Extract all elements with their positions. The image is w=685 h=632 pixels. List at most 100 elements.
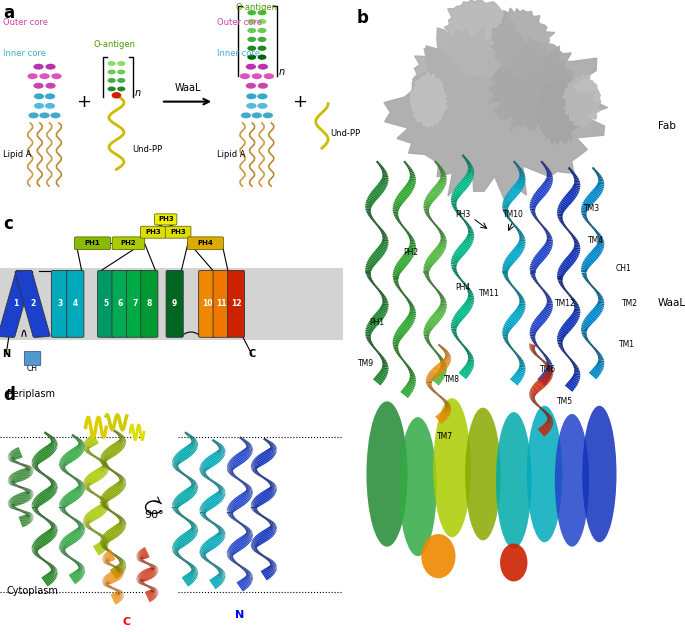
Ellipse shape: [246, 103, 256, 109]
Ellipse shape: [247, 19, 256, 24]
FancyBboxPatch shape: [165, 226, 191, 238]
Ellipse shape: [258, 37, 266, 42]
Text: 90°: 90°: [145, 509, 164, 520]
Ellipse shape: [366, 401, 408, 547]
Text: TM7: TM7: [437, 432, 453, 441]
Ellipse shape: [527, 406, 562, 542]
Ellipse shape: [246, 83, 256, 88]
FancyBboxPatch shape: [97, 270, 114, 337]
Text: Inner core: Inner core: [218, 49, 260, 59]
Text: PH3: PH3: [146, 229, 161, 235]
Ellipse shape: [500, 544, 527, 581]
Text: 7: 7: [132, 300, 138, 308]
Ellipse shape: [117, 61, 125, 66]
Ellipse shape: [45, 83, 55, 88]
Ellipse shape: [421, 534, 456, 578]
Ellipse shape: [258, 28, 266, 33]
Ellipse shape: [51, 112, 60, 118]
Text: O-antigen: O-antigen: [236, 3, 278, 12]
Ellipse shape: [258, 54, 266, 60]
Ellipse shape: [258, 19, 266, 24]
Polygon shape: [535, 76, 581, 145]
Text: TM1: TM1: [619, 340, 635, 349]
Polygon shape: [419, 76, 471, 157]
Ellipse shape: [434, 398, 471, 537]
Text: 3: 3: [58, 300, 62, 308]
Text: C: C: [123, 617, 131, 627]
Text: TM8: TM8: [444, 375, 460, 384]
FancyBboxPatch shape: [188, 237, 223, 250]
Text: Und-PP: Und-PP: [132, 145, 162, 154]
Text: n: n: [278, 67, 284, 77]
Ellipse shape: [39, 112, 49, 118]
Text: 8: 8: [147, 300, 152, 308]
Polygon shape: [412, 27, 518, 135]
FancyBboxPatch shape: [51, 270, 68, 337]
Ellipse shape: [241, 112, 251, 118]
Text: TM3: TM3: [584, 204, 601, 213]
Ellipse shape: [258, 46, 266, 51]
Ellipse shape: [34, 94, 44, 99]
Text: b: b: [356, 9, 368, 27]
Text: d: d: [3, 386, 15, 404]
Text: PH3: PH3: [158, 216, 173, 222]
Text: PH4: PH4: [455, 283, 470, 292]
Text: PH3: PH3: [455, 210, 470, 219]
Ellipse shape: [34, 83, 44, 88]
Text: Outer core: Outer core: [218, 18, 262, 27]
Text: +: +: [77, 93, 91, 111]
Ellipse shape: [247, 10, 256, 15]
Text: Fab: Fab: [658, 121, 675, 131]
FancyBboxPatch shape: [25, 351, 41, 365]
Text: CH: CH: [27, 364, 38, 374]
Bar: [0, 268, 342, 340]
Text: O-antigen: O-antigen: [94, 40, 136, 49]
Ellipse shape: [246, 94, 256, 99]
Text: TM10: TM10: [503, 210, 524, 219]
FancyBboxPatch shape: [67, 270, 84, 337]
Ellipse shape: [258, 94, 267, 99]
Polygon shape: [384, 30, 608, 202]
Ellipse shape: [117, 78, 125, 83]
Text: PH2: PH2: [403, 248, 419, 257]
Ellipse shape: [399, 417, 437, 556]
Ellipse shape: [108, 87, 116, 92]
Ellipse shape: [496, 412, 532, 549]
Ellipse shape: [258, 103, 267, 109]
FancyBboxPatch shape: [213, 270, 230, 337]
FancyBboxPatch shape: [0, 270, 33, 337]
FancyBboxPatch shape: [140, 226, 166, 238]
FancyBboxPatch shape: [140, 270, 158, 337]
Text: a: a: [3, 4, 14, 22]
FancyBboxPatch shape: [75, 237, 110, 250]
Ellipse shape: [251, 112, 262, 118]
FancyBboxPatch shape: [155, 214, 177, 225]
Text: PH1: PH1: [369, 318, 384, 327]
Text: Outer core: Outer core: [3, 18, 49, 27]
FancyBboxPatch shape: [112, 237, 145, 250]
Text: 4: 4: [73, 300, 78, 308]
FancyBboxPatch shape: [112, 270, 129, 337]
Ellipse shape: [108, 70, 116, 75]
Text: Inner core: Inner core: [3, 49, 47, 59]
FancyBboxPatch shape: [199, 270, 216, 337]
Text: N: N: [2, 349, 10, 359]
Text: Lipid A: Lipid A: [218, 150, 246, 159]
Circle shape: [112, 93, 121, 98]
Text: 9: 9: [172, 300, 177, 308]
Polygon shape: [486, 32, 574, 131]
Text: c: c: [3, 215, 13, 233]
Ellipse shape: [258, 83, 268, 88]
Text: TM12: TM12: [555, 299, 575, 308]
FancyBboxPatch shape: [166, 270, 184, 337]
Ellipse shape: [263, 112, 273, 118]
Polygon shape: [410, 71, 447, 127]
Ellipse shape: [117, 70, 125, 75]
Polygon shape: [563, 74, 601, 128]
Text: TM5: TM5: [557, 397, 573, 406]
Ellipse shape: [45, 94, 55, 99]
Text: 5: 5: [103, 300, 109, 308]
Ellipse shape: [247, 54, 256, 60]
Ellipse shape: [258, 10, 266, 15]
Text: Und-PP: Und-PP: [329, 129, 360, 138]
